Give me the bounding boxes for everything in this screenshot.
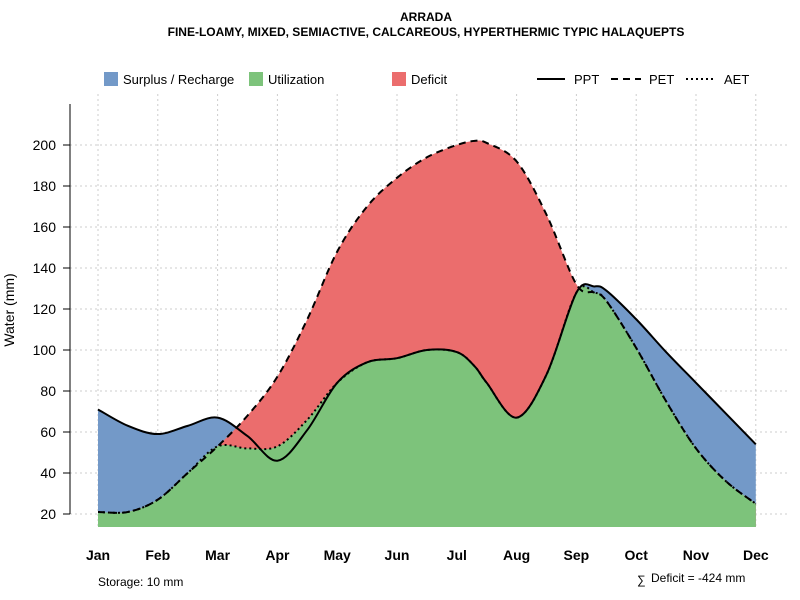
y-tick-label: 140 bbox=[33, 260, 57, 276]
y-tick-label: 160 bbox=[33, 219, 57, 235]
x-tick-label: Feb bbox=[145, 547, 170, 563]
x-tick-label: Mar bbox=[205, 547, 230, 563]
x-tick-label: Jan bbox=[86, 547, 110, 563]
legend-label-surplus: Surplus / Recharge bbox=[123, 72, 234, 87]
x-tick-label: Jun bbox=[385, 547, 410, 563]
x-tick-label: May bbox=[324, 547, 351, 563]
legend: Surplus / Recharge Utilization Deficit P… bbox=[104, 72, 749, 87]
legend-label-ppt: PPT bbox=[574, 72, 599, 87]
x-tick-label: Sep bbox=[564, 547, 590, 563]
line-pet bbox=[97, 139, 757, 514]
x-tick-label: Jul bbox=[447, 547, 467, 563]
y-tick-label: 40 bbox=[40, 465, 56, 481]
y-tick-label: 120 bbox=[33, 301, 57, 317]
areas bbox=[98, 140, 756, 527]
y-tick-label: 100 bbox=[33, 342, 57, 358]
x-tick-label: Apr bbox=[265, 547, 290, 563]
y-tick-label: 60 bbox=[40, 424, 56, 440]
legend-swatch-deficit bbox=[392, 72, 406, 86]
y-tick-label: 180 bbox=[33, 178, 57, 194]
deficit-sum-symbol: ∑ bbox=[637, 573, 646, 587]
storage-note: Storage: 10 mm bbox=[98, 575, 183, 589]
y-tick-label: 20 bbox=[40, 506, 56, 522]
x-tick-label: Oct bbox=[625, 547, 649, 563]
chart-title: ARRADA bbox=[400, 10, 452, 24]
y-axis-label: Water (mm) bbox=[1, 273, 17, 346]
area-utilization bbox=[98, 286, 756, 527]
deficit-note: Deficit = -424 mm bbox=[651, 571, 745, 585]
y-tick-label: 200 bbox=[33, 137, 57, 153]
y-axis: 20 40 60 80 100 120 140 160 180 200 bbox=[33, 104, 71, 522]
legend-label-utilization: Utilization bbox=[268, 72, 324, 87]
y-tick-label: 80 bbox=[40, 383, 56, 399]
legend-label-pet: PET bbox=[649, 72, 674, 87]
legend-swatch-utilization bbox=[249, 72, 263, 86]
x-ticks: Jan Feb Mar Apr May Jun Jul Aug Sep Oct Nov Dec bbox=[86, 547, 769, 563]
y-ticks: 20 40 60 80 100 120 140 160 180 200 bbox=[33, 137, 70, 522]
legend-swatch-surplus bbox=[104, 72, 118, 86]
x-tick-label: Aug bbox=[503, 547, 530, 563]
x-tick-label: Nov bbox=[683, 547, 710, 563]
legend-label-aet: AET bbox=[724, 72, 749, 87]
chart-subtitle: FINE-LOAMY, MIXED, SEMIACTIVE, CALCAREOU… bbox=[168, 25, 685, 39]
x-tick-label: Dec bbox=[743, 547, 769, 563]
series-lines bbox=[97, 139, 757, 514]
legend-label-deficit: Deficit bbox=[411, 72, 448, 87]
line-ppt bbox=[97, 283, 757, 462]
